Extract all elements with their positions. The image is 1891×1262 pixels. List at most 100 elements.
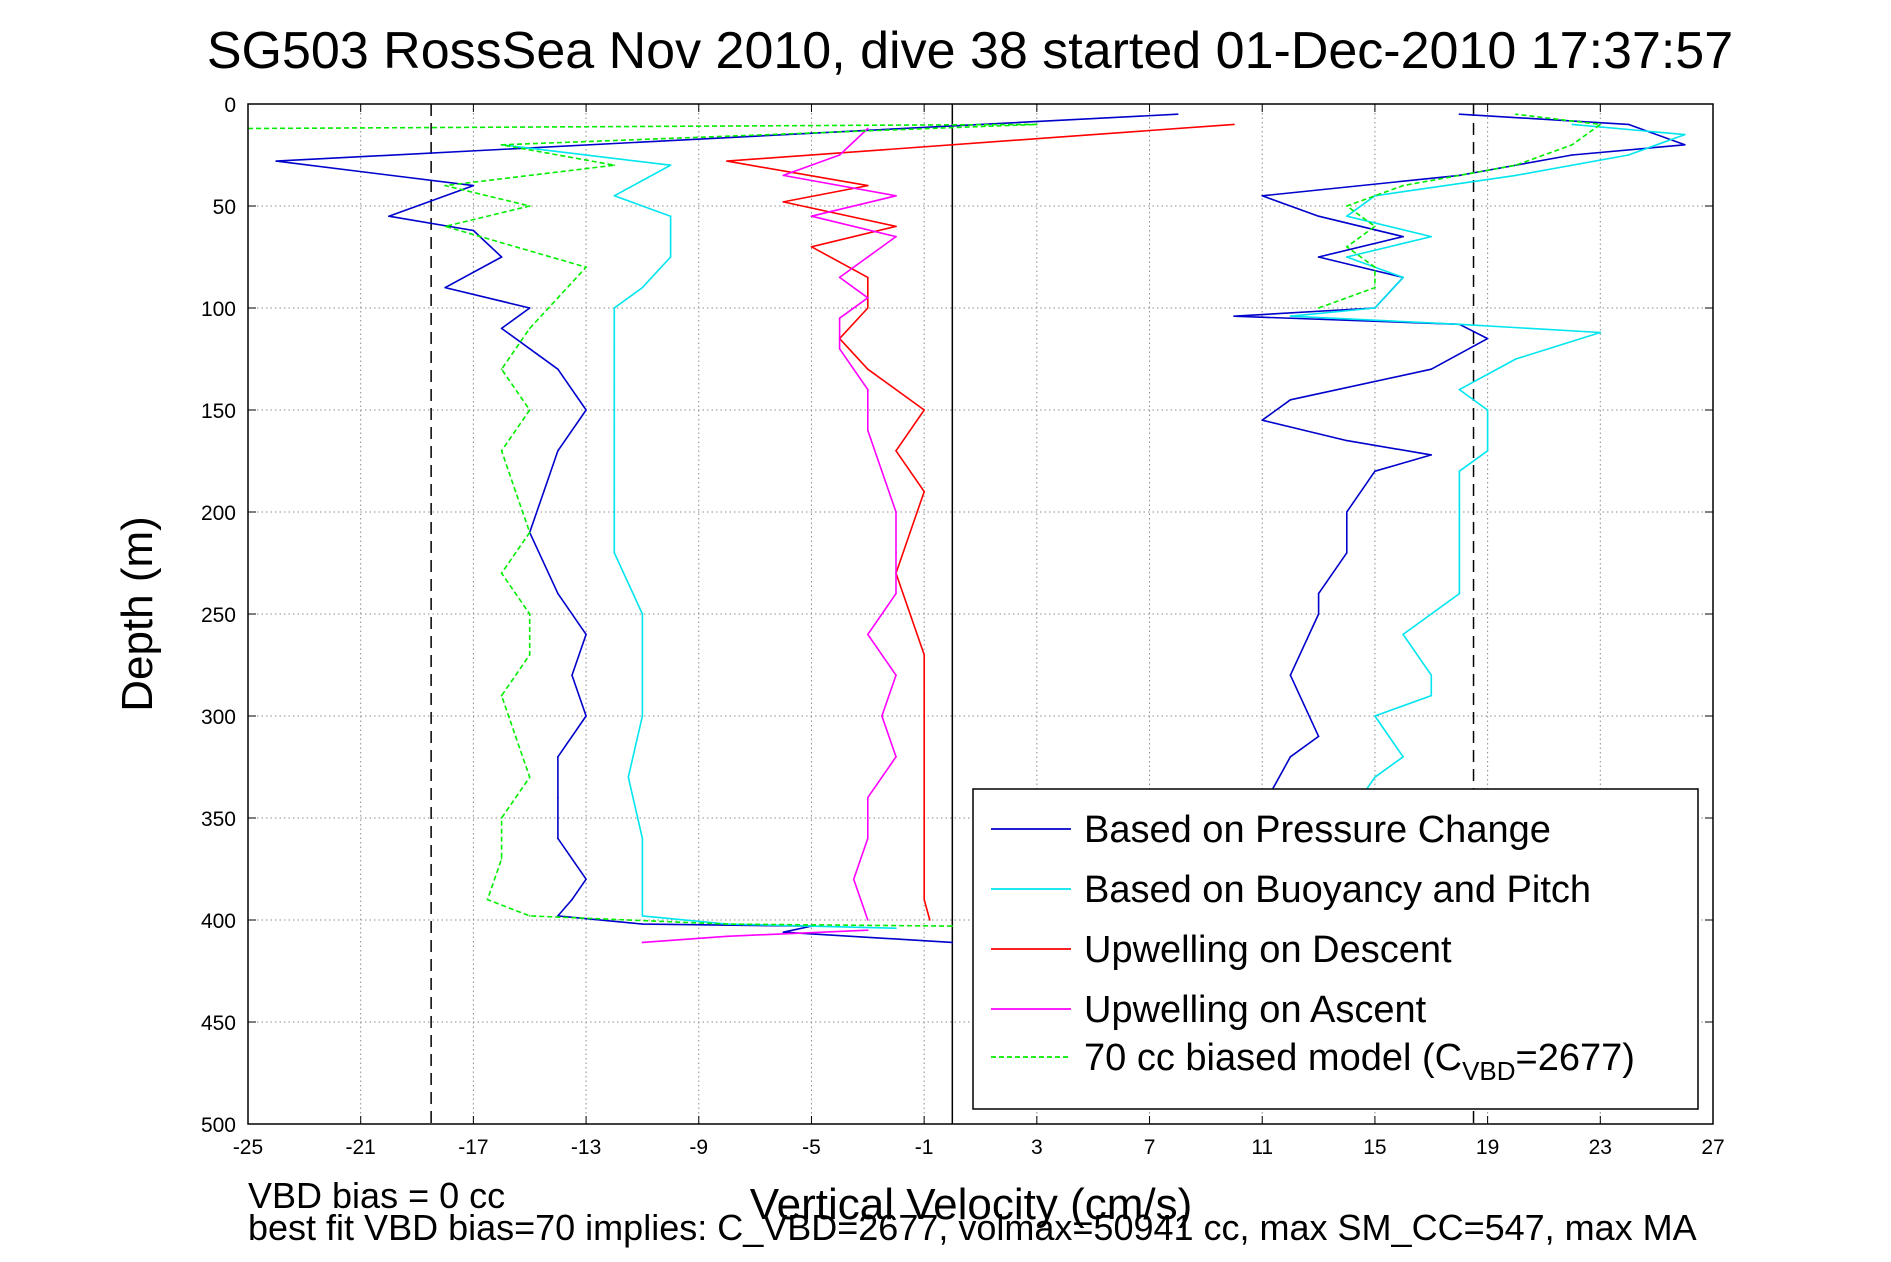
data-point bbox=[1317, 256, 1320, 258]
x-tick-label: -25 bbox=[233, 1136, 263, 1159]
data-point bbox=[500, 572, 503, 574]
series-line bbox=[275, 113, 1178, 944]
data-point bbox=[895, 450, 897, 452]
data-point bbox=[810, 246, 813, 248]
data-point bbox=[528, 531, 531, 534]
x-axis-label: Vertical Velocity (cm/s) bbox=[750, 1180, 1193, 1229]
series-upwelling-on-ascent bbox=[641, 929, 869, 944]
data-point bbox=[514, 490, 517, 493]
data-point bbox=[641, 898, 644, 901]
x-tick-label: -17 bbox=[458, 1136, 488, 1159]
data-point bbox=[951, 925, 954, 927]
data-point bbox=[1571, 123, 1573, 126]
legend-label: Upwelling on Ascent bbox=[1084, 989, 1427, 1031]
data-point bbox=[1599, 123, 1602, 126]
data-point bbox=[1402, 633, 1404, 636]
data-point bbox=[1402, 184, 1404, 187]
data-point bbox=[1599, 331, 1602, 334]
data-point bbox=[810, 215, 813, 217]
series-based-on-buoyancy-and-pitch bbox=[1289, 123, 1686, 799]
data-point bbox=[895, 592, 897, 595]
data-point bbox=[444, 225, 447, 228]
data-point bbox=[613, 307, 616, 309]
legend-label: Upwelling on Descent bbox=[1084, 929, 1452, 971]
vbd-bias-note: VBD bias = 0 cc bbox=[248, 1175, 505, 1216]
data-point bbox=[1514, 358, 1517, 360]
data-point bbox=[528, 409, 531, 411]
data-point bbox=[1402, 276, 1404, 279]
data-point bbox=[909, 613, 911, 615]
data-point bbox=[500, 817, 503, 819]
data-point bbox=[782, 931, 785, 934]
data-point bbox=[500, 144, 503, 146]
data-point bbox=[1627, 123, 1630, 126]
data-point bbox=[585, 878, 587, 880]
data-point bbox=[923, 409, 925, 411]
data-point bbox=[613, 388, 616, 391]
data-point bbox=[528, 915, 531, 917]
chart-title: SG503 RossSea Nov 2010, dive 38 started … bbox=[207, 22, 1733, 80]
data-point bbox=[1430, 368, 1433, 371]
data-point bbox=[1430, 694, 1433, 697]
x-tick-label: 3 bbox=[1031, 1136, 1043, 1159]
data-point bbox=[726, 160, 728, 162]
y-tick-label: 500 bbox=[201, 1114, 236, 1137]
data-point bbox=[923, 898, 925, 901]
data-point bbox=[641, 923, 644, 925]
data-point bbox=[528, 327, 531, 330]
data-point bbox=[500, 327, 503, 330]
data-point bbox=[1458, 470, 1461, 473]
data-point bbox=[923, 735, 925, 738]
data-point bbox=[1684, 144, 1686, 146]
data-point bbox=[909, 531, 911, 534]
legend-item-3: Upwelling on Descent bbox=[991, 929, 1452, 971]
data-point bbox=[1317, 613, 1320, 615]
data-point bbox=[1345, 215, 1348, 217]
data-point bbox=[557, 796, 559, 799]
series-layer bbox=[247, 113, 1686, 944]
x-tick-label: 23 bbox=[1589, 1136, 1612, 1159]
data-point bbox=[895, 195, 897, 197]
legend-label: Based on Pressure Change bbox=[1084, 809, 1551, 851]
data-point bbox=[1233, 315, 1235, 317]
legend-box bbox=[972, 788, 1699, 1110]
data-point bbox=[1402, 235, 1404, 238]
data-point bbox=[1458, 113, 1461, 115]
data-point bbox=[571, 898, 573, 901]
data-point bbox=[726, 923, 728, 925]
data-point bbox=[923, 654, 925, 656]
series-based-on-buoyancy-and-pitch bbox=[500, 144, 897, 929]
data-point bbox=[500, 368, 503, 371]
data-point bbox=[557, 837, 559, 840]
data-point bbox=[613, 164, 616, 166]
data-point bbox=[1627, 154, 1630, 156]
series-upwelling-on-ascent bbox=[782, 127, 897, 921]
data-point bbox=[1458, 388, 1461, 391]
data-point bbox=[928, 919, 931, 921]
data-point bbox=[867, 429, 869, 432]
y-tick-label: 150 bbox=[201, 400, 236, 423]
data-point bbox=[867, 633, 869, 636]
data-point bbox=[1374, 225, 1376, 228]
data-point bbox=[1458, 323, 1461, 326]
x-tick-label: 19 bbox=[1476, 1136, 1499, 1159]
data-point bbox=[895, 235, 897, 238]
data-point bbox=[895, 225, 897, 228]
data-point bbox=[838, 317, 841, 320]
data-point bbox=[867, 127, 869, 130]
data-point bbox=[867, 368, 869, 371]
data-point bbox=[1345, 439, 1348, 442]
x-axis-ticks: -25 -21 -17 -13 -9 -5 -1 3 7 11 15 19 23 27 bbox=[233, 104, 1725, 1159]
data-point bbox=[1036, 123, 1038, 126]
data-point bbox=[613, 429, 616, 432]
data-point bbox=[641, 837, 644, 840]
data-point bbox=[1261, 195, 1264, 197]
data-point bbox=[1402, 756, 1404, 758]
data-point bbox=[867, 184, 869, 187]
data-point bbox=[528, 307, 531, 309]
data-point bbox=[669, 215, 672, 217]
data-point bbox=[1317, 215, 1320, 217]
data-point bbox=[923, 776, 925, 778]
data-point bbox=[1514, 174, 1517, 177]
legend-item-1: Based on Pressure Change bbox=[991, 809, 1551, 851]
